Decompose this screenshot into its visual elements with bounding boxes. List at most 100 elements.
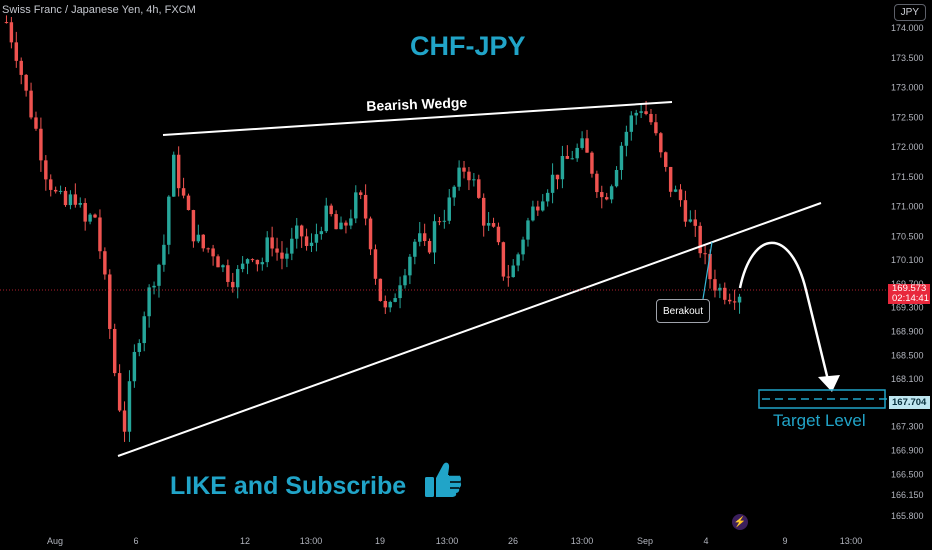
candle-body [295,225,299,239]
candle-body [14,42,19,61]
candle-body [693,219,697,226]
candle-body [78,203,82,205]
candle-body [580,138,584,148]
lightning-icon[interactable]: ⚡ [732,514,748,530]
x-tick-label: 13:00 [300,536,323,546]
x-tick-label: 13:00 [436,536,459,546]
candle-body [240,263,245,270]
symbol-info[interactable]: Swiss Franc / Japanese Yen, 4h, FXCM [2,4,196,16]
candle-body [83,203,87,222]
candle-body [427,241,432,253]
candle-body [4,22,9,24]
target-price-tag: 167.704 [889,396,930,409]
candle-body [378,278,383,301]
candle-body [403,275,407,286]
candle-body [664,152,668,167]
candle-body [324,205,328,232]
candle-body [678,189,683,201]
candle-body [604,197,609,200]
candle-body [344,222,348,226]
candle-body [112,328,117,374]
candle-body [639,111,643,113]
candle-body [486,223,491,226]
candle-body [88,214,92,222]
candle-body [698,225,702,254]
candle-body [363,194,368,219]
candle-body [732,301,737,303]
candle-body [501,242,506,277]
candle-body [44,160,48,180]
currency-button[interactable]: JPY [893,4,926,21]
projection-arrow [738,241,830,381]
candle-body [550,174,555,193]
candle-body [93,214,97,218]
breakout-pointer [702,241,713,300]
candle-body [206,248,210,250]
candle-body [560,156,565,180]
candle-body [275,248,279,253]
y-tick-label: 173.000 [891,83,924,93]
candle-body [142,316,146,344]
chart-title: CHF-JPY [410,31,526,61]
candle-body [619,145,624,170]
candles-layer [4,15,742,442]
candle-body [211,248,215,257]
candle-body [349,218,353,226]
candle-body [103,251,107,275]
x-tick-label: 13:00 [571,536,594,546]
y-tick-label: 172.000 [891,142,924,152]
candle-body [634,112,638,116]
candle-body [723,287,727,300]
candle-body [491,223,496,227]
candle-body [418,233,422,242]
y-tick-label: 170.500 [891,231,924,241]
candle-body [329,205,333,215]
candle-body [541,201,545,211]
candle-body [117,373,122,411]
candle-body [319,231,324,235]
candle-body [659,133,663,153]
candle-body [304,236,309,246]
y-tick-label: 169.300 [891,303,924,313]
candle-body [531,206,535,221]
candle-body [737,296,742,303]
candle-body [132,351,137,382]
x-tick-label: 4 [703,536,708,546]
candle-body [196,234,201,242]
candle-body [590,152,594,174]
candle-body [152,285,156,288]
countdown: 02:14:41 [892,293,929,304]
candle-body [9,22,14,43]
candle-body [467,171,471,181]
y-tick-label: 167.300 [891,422,924,432]
breakout-label: Berakout [656,299,710,323]
candle-body [201,234,205,249]
y-tick-label: 171.500 [891,172,924,182]
y-tick-label: 172.500 [891,112,924,122]
candle-body [250,259,255,261]
candle-body [536,206,540,211]
candle-body [373,249,378,279]
candle-body [265,237,269,263]
candle-body [668,166,673,192]
candle-body [452,186,456,198]
candle-body [147,287,151,317]
candle-body [442,220,447,222]
candle-body [629,115,634,132]
candle-body [63,190,68,206]
y-tick-label: 166.150 [891,490,924,500]
candle-body [29,90,33,118]
candle-body [334,214,338,230]
current-price-tag: 169.573 02:14:41 [888,284,930,304]
candle-body [481,197,486,226]
candle-body [108,274,112,329]
candle-body [245,259,250,264]
candle-body [260,262,265,265]
candle-body [413,241,417,257]
candle-body [644,111,648,114]
wedge-top-line [162,101,673,136]
x-tick-label: 26 [508,536,518,546]
candle-body [511,265,515,278]
